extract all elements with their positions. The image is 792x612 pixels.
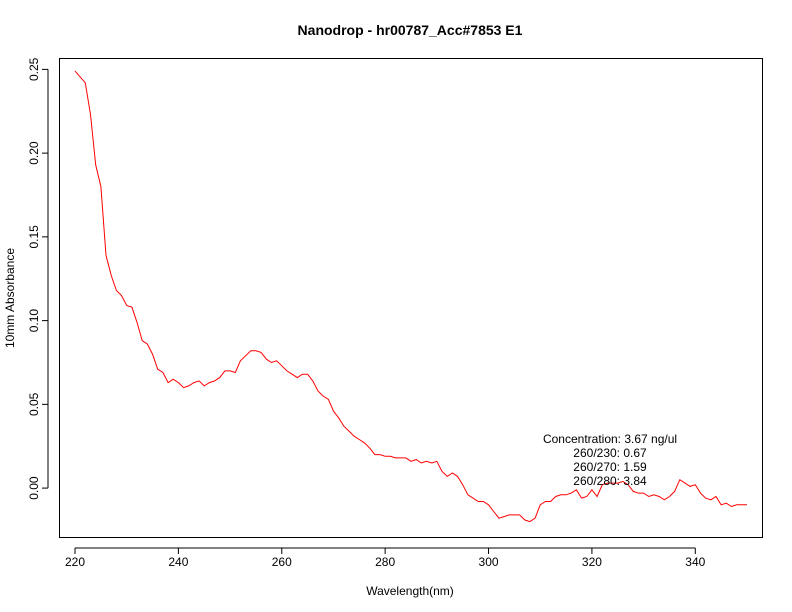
annotation-line: 260/280: 3.84 [573,474,647,488]
x-tick-label: 240 [168,555,188,569]
absorbance-series-line [74,70,747,523]
x-tick-label: 300 [479,555,499,569]
x-tick-label: 320 [582,555,602,569]
y-axis: 0.00 0.05 0.10 0.15 0.20 0.25 [27,57,49,500]
x-tick-label: 260 [272,555,292,569]
x-axis-label: Wavelength(nm) [366,584,454,598]
chart-title: Nanodrop - hr00787_Acc#7853 E1 [298,22,523,38]
annotation-line: 260/270: 1.59 [573,460,647,474]
annotation-line: Concentration: 3.67 ng/ul [543,432,677,446]
y-axis-label: 10mm Absorbance [3,248,17,348]
y-tick-label: 0.05 [27,392,41,416]
y-tick-label: 0.00 [27,476,41,500]
y-tick-label: 0.10 [27,309,41,333]
x-axis: 220 240 260 280 300 320 340 [65,547,706,569]
x-tick-label: 220 [65,555,85,569]
y-tick-label: 0.15 [27,225,41,249]
annotation-line: 260/230: 0.67 [573,446,647,460]
y-tick-label: 0.20 [27,141,41,165]
x-tick-label: 280 [375,555,395,569]
x-tick-label: 340 [685,555,705,569]
y-tick-label: 0.25 [27,57,41,81]
plot-frame [59,58,763,538]
